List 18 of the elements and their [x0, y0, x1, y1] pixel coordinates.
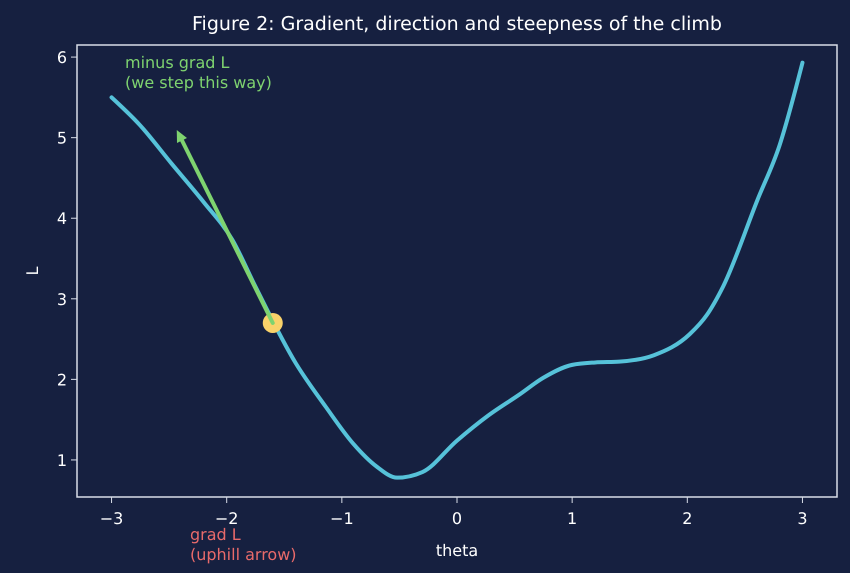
x-tick-label: −3 — [100, 509, 124, 528]
annotation: minus grad L (we step this way) — [125, 53, 272, 92]
x-tick-label: −1 — [330, 509, 354, 528]
x-tick-label: 3 — [797, 509, 808, 528]
x-tick-label: 0 — [452, 509, 462, 528]
y-tick-label: 5 — [56, 128, 67, 148]
y-tick-label: 4 — [56, 209, 67, 228]
y-tick-label: 1 — [56, 450, 67, 470]
x-tick-label: 2 — [682, 509, 692, 528]
x-axis-title: theta — [436, 541, 478, 560]
y-tick-label: 6 — [56, 48, 67, 68]
x-tick-label: 1 — [567, 509, 578, 528]
chart-title: Figure 2: Gradient, direction and steepness of the climb — [192, 13, 722, 35]
y-tick-label: 3 — [56, 290, 67, 309]
y-tick-label: 2 — [56, 370, 67, 390]
x-tick-label: −2 — [214, 509, 238, 528]
text: grad L (uphill arrow) — [190, 525, 297, 564]
y-axis-title: L — [23, 266, 42, 276]
